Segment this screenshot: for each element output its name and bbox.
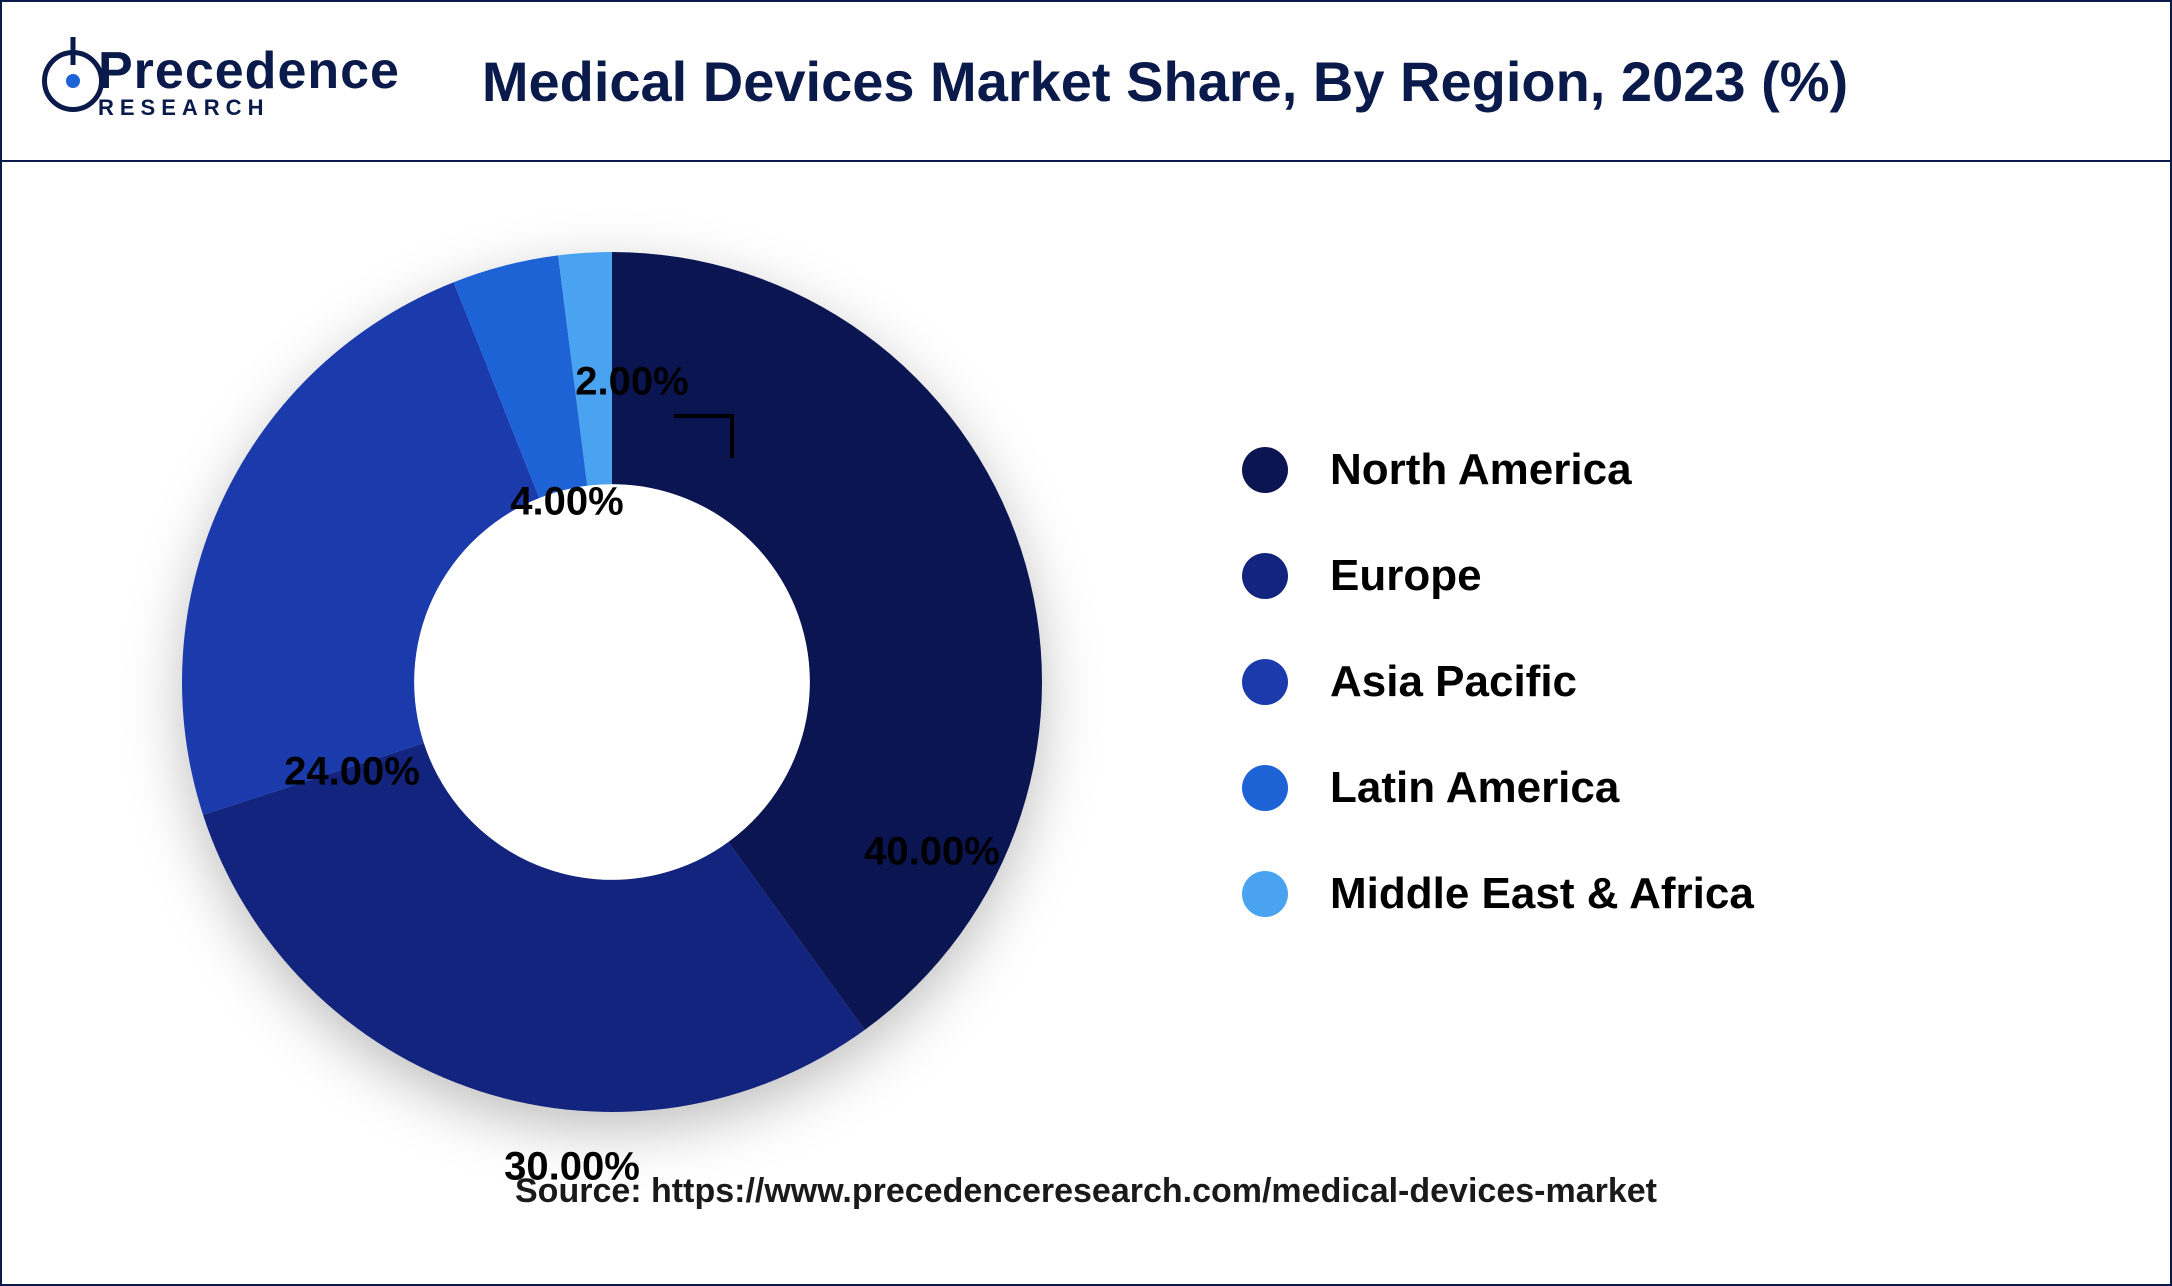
legend-item: Middle East & Africa	[1242, 869, 2110, 919]
leader-line	[674, 414, 734, 418]
source-text: Source: https://www.precedenceresearch.c…	[2, 1162, 2170, 1211]
content-area: 40.00%30.00%24.00%4.00%2.00% North Ameri…	[2, 162, 2170, 1162]
slice-label: 24.00%	[284, 750, 420, 795]
legend: North America Europe Asia Pacific Latin Ame…	[1162, 445, 2110, 919]
leader-line	[730, 414, 734, 458]
slice-label: 2.00%	[575, 360, 688, 405]
legend-item: Asia Pacific	[1242, 657, 2110, 707]
brand-name: Precedence	[98, 41, 400, 101]
legend-label: North America	[1330, 445, 1632, 495]
slice-label: 40.00%	[864, 830, 1000, 875]
legend-item: Latin America	[1242, 763, 2110, 813]
slice-label: 4.00%	[510, 480, 623, 525]
brand-logo-icon	[42, 50, 104, 112]
slice-label: 30.00%	[504, 1145, 640, 1190]
donut-hole	[414, 484, 810, 880]
legend-swatch	[1242, 765, 1288, 811]
legend-swatch	[1242, 447, 1288, 493]
legend-label: Asia Pacific	[1330, 657, 1577, 707]
donut-svg	[62, 202, 1162, 1162]
legend-label: Middle East & Africa	[1330, 869, 1754, 919]
brand-subtitle: RESEARCH	[98, 95, 400, 121]
legend-swatch	[1242, 553, 1288, 599]
legend-label: Europe	[1330, 551, 1482, 601]
legend-swatch	[1242, 659, 1288, 705]
donut-chart: 40.00%30.00%24.00%4.00%2.00%	[62, 202, 1162, 1162]
header-bar: Precedence RESEARCH Medical Devices Mark…	[2, 2, 2170, 162]
legend-item: North America	[1242, 445, 2110, 495]
brand-logo: Precedence RESEARCH	[42, 41, 400, 121]
chart-title: Medical Devices Market Share, By Region,…	[400, 49, 2130, 114]
legend-label: Latin America	[1330, 763, 1619, 813]
legend-swatch	[1242, 871, 1288, 917]
legend-item: Europe	[1242, 551, 2110, 601]
